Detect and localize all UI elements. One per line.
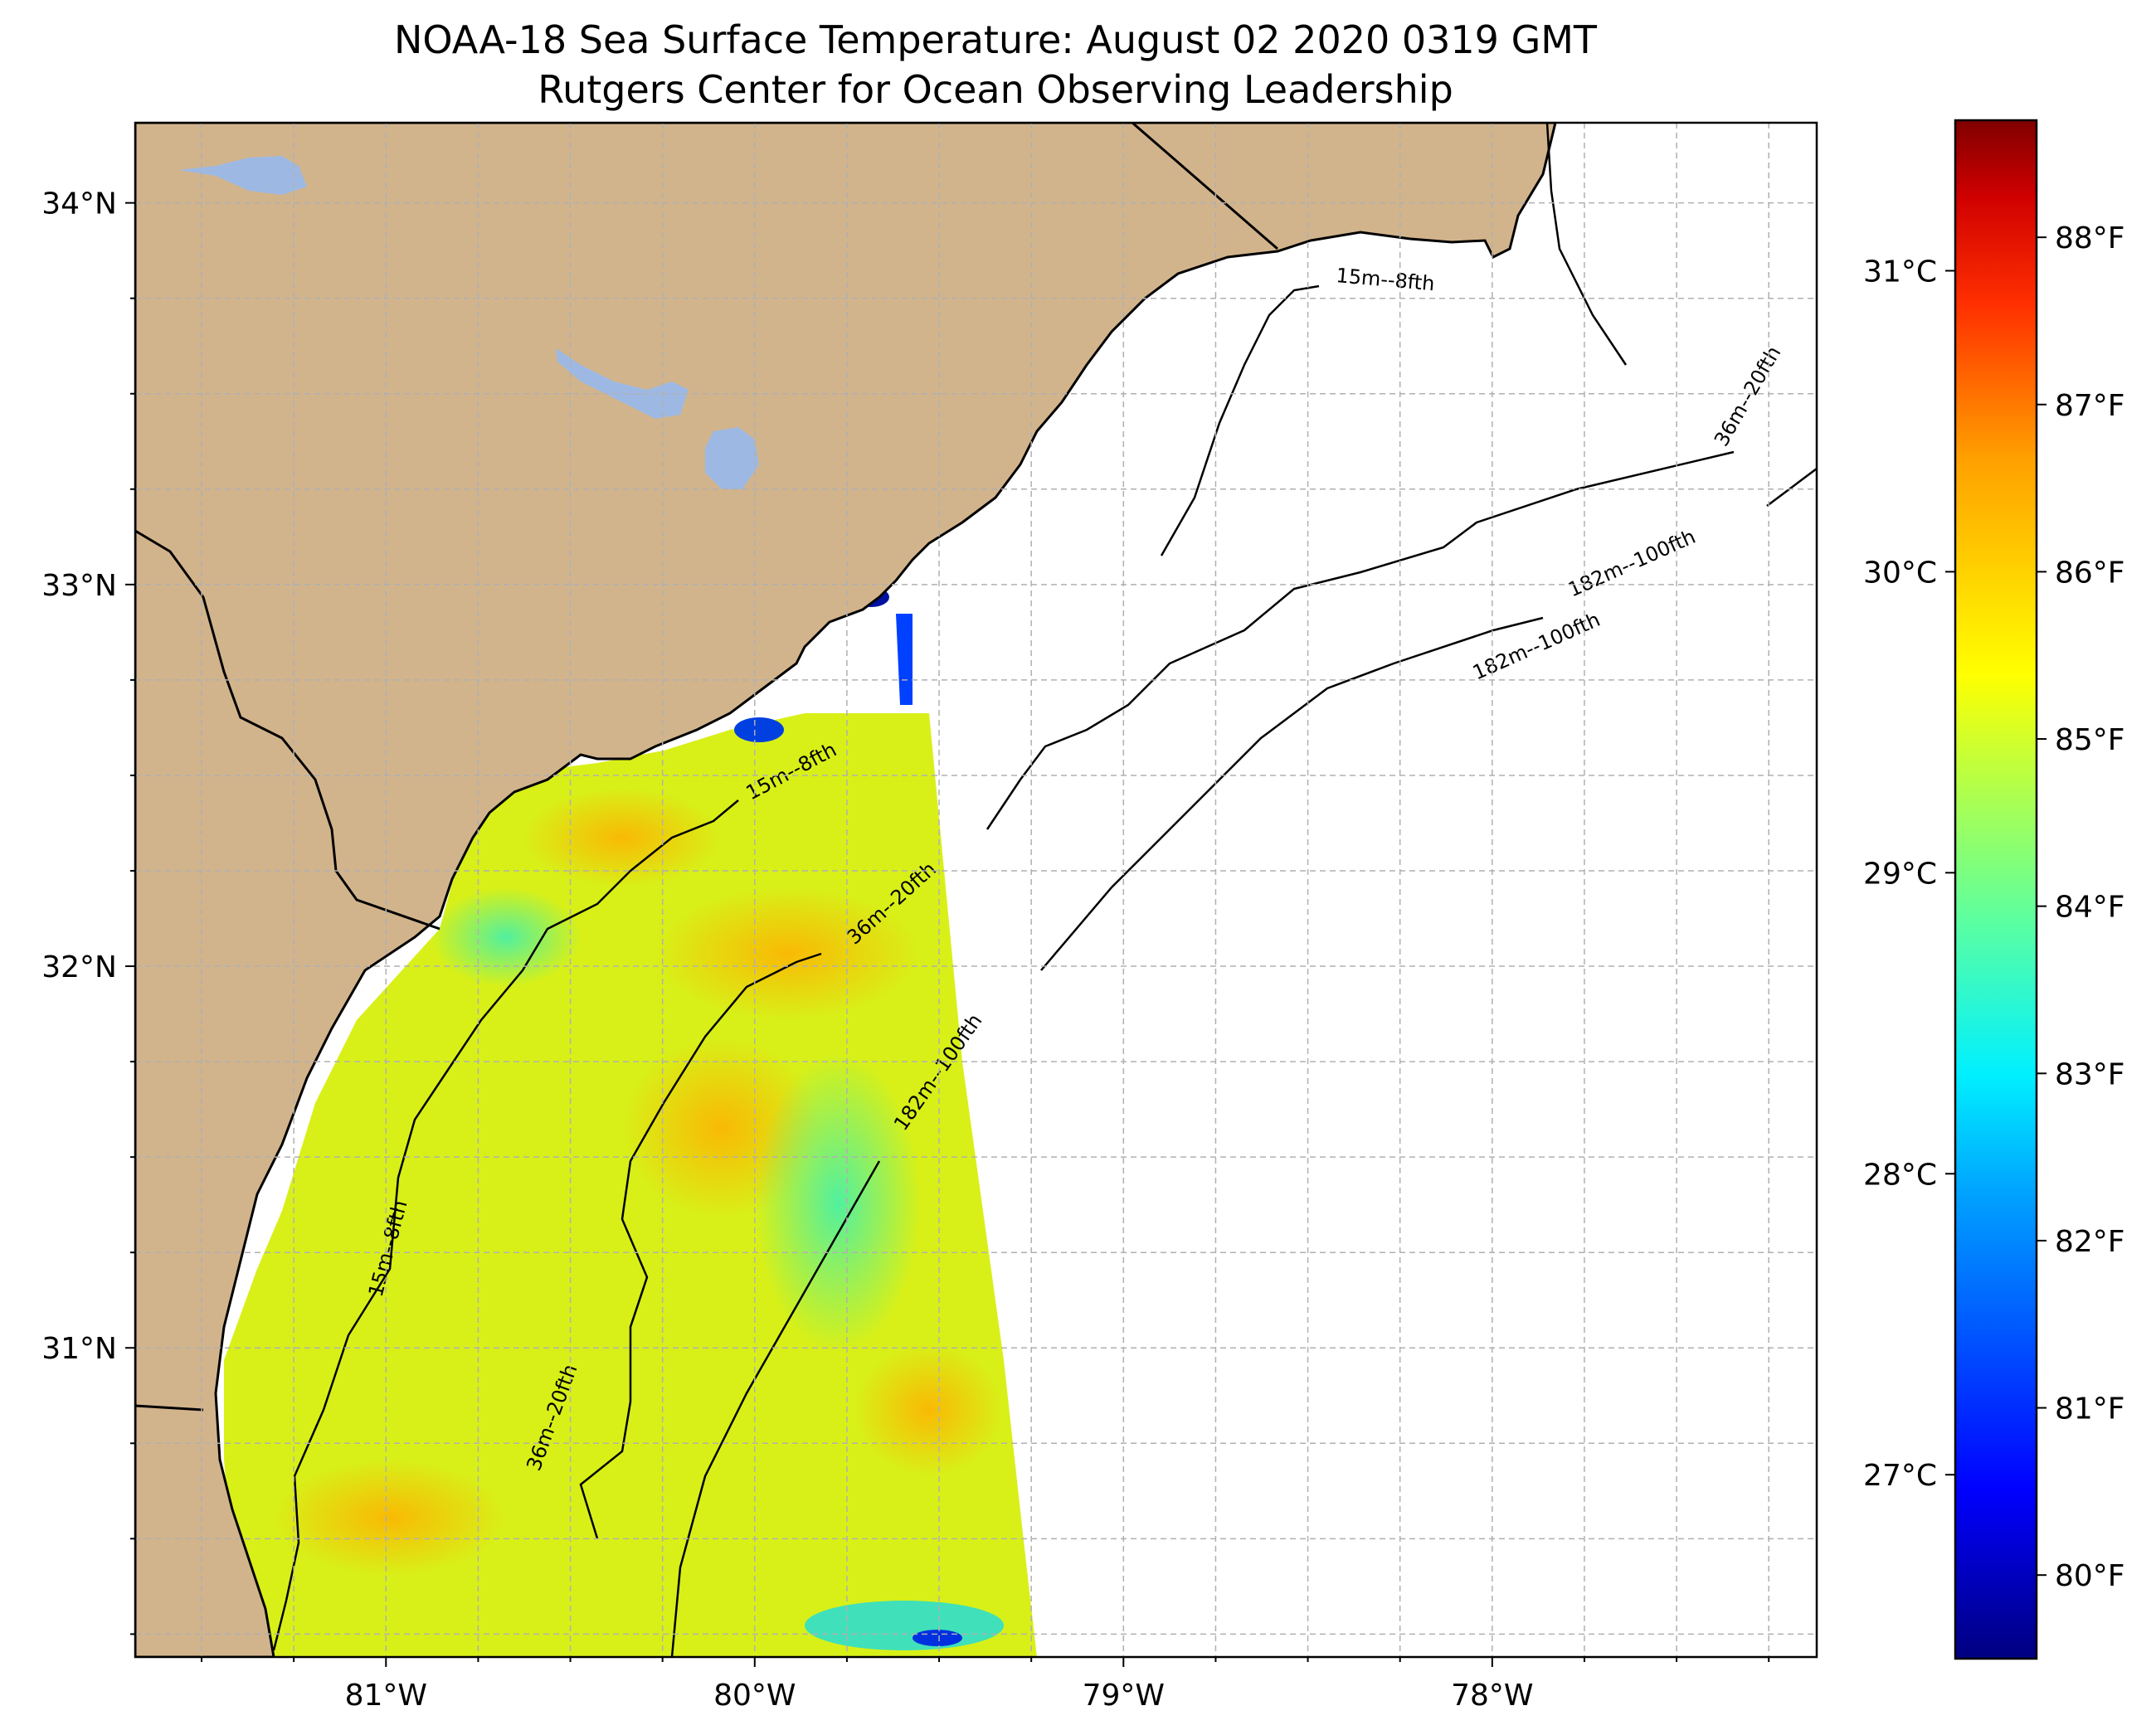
fahrenheit-tick-label: 86°F: [2055, 556, 2125, 590]
lat-tick-label: 31°N: [41, 1332, 117, 1366]
map-frame: [134, 121, 1818, 1659]
colorbar-gradient: [1954, 119, 2038, 1660]
lon-tick-label: 78°W: [1451, 1679, 1533, 1713]
lon-tick-label: 81°W: [345, 1679, 427, 1713]
lon-tick-label: 79°W: [1083, 1679, 1165, 1713]
fahrenheit-tick-label: 85°F: [2055, 723, 2125, 757]
lake-moultrie: [178, 156, 307, 195]
fahrenheit-tick-label: 81°F: [2055, 1392, 2125, 1426]
fahrenheit-tick-label: 87°F: [2055, 389, 2125, 423]
title-line-2: Rutgers Center for Ocean Observing Leade…: [538, 67, 1453, 112]
state-border-ga: [135, 1404, 204, 1412]
isobath-182m: [670, 1160, 881, 1657]
land-mass: [135, 123, 1557, 1657]
isobath-15m: [272, 799, 739, 1651]
fahrenheit-tick-label: 84°F: [2055, 891, 2125, 925]
celsius-tick-label: 27°C: [1863, 1459, 1937, 1493]
lake-marion: [556, 348, 689, 419]
lon-tick-label: 80°W: [713, 1679, 796, 1713]
title-line-1: NOAA-18 Sea Surface Temperature: August …: [393, 17, 1597, 62]
fahrenheit-tick-label: 80°F: [2055, 1559, 2125, 1593]
isobath-15m-north: [1160, 284, 1320, 556]
sst-swath: [224, 587, 1037, 1657]
celsius-tick-label: 28°C: [1863, 1158, 1937, 1192]
lat-tick-label: 33°N: [41, 569, 117, 603]
celsius-tick-label: 31°C: [1863, 255, 1937, 289]
isobath-36m-north: [986, 450, 1735, 830]
gridlines: [135, 123, 1817, 1657]
celsius-tick-label: 29°C: [1863, 857, 1937, 891]
colorbar-ticks: 88°F 87°F 86°F 85°F 84°F 83°F 82°F 81°F 80°F 31°C…: [1863, 221, 2124, 1593]
fahrenheit-tick-label: 82°F: [2055, 1225, 2125, 1259]
isobath-182m-north: [1040, 616, 1544, 971]
lat-tick-label: 32°N: [41, 950, 117, 984]
axis-ticks: 34°N 33°N 32°N 31°N 81°W 80°W 79°W 78°W: [41, 187, 1770, 1713]
lake-marion-south: [705, 427, 759, 489]
fahrenheit-tick-label: 83°F: [2055, 1057, 2125, 1091]
celsius-tick-label: 30°C: [1863, 556, 1937, 590]
isobath-36m: [579, 952, 822, 1539]
map-area[interactable]: 15m--8fth 15m--8fth 15m--8fth 36m--20fth…: [135, 123, 1817, 1657]
isobath-contours: [272, 123, 1817, 1657]
state-border-nc: [1132, 123, 1278, 250]
state-border: [135, 529, 440, 931]
isobath-182m-east: [1766, 468, 1817, 507]
map-title: NOAA-18 Sea Surface Temperature: August …: [0, 15, 1991, 114]
isobath-15m-outer: [1545, 123, 1628, 366]
fahrenheit-tick-label: 88°F: [2055, 221, 2125, 255]
colorbar: 88°F 87°F 86°F 85°F 84°F 83°F 82°F 81°F 80°F 31°C…: [1863, 119, 2125, 1660]
lat-tick-label: 34°N: [41, 187, 117, 221]
